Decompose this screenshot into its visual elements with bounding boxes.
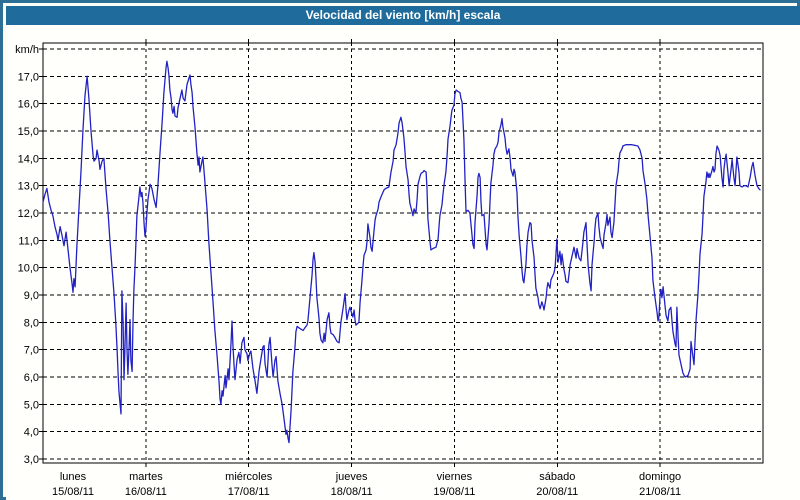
y-tick-label: 14,0 bbox=[18, 153, 39, 165]
y-tick-label: 15,0 bbox=[18, 126, 39, 138]
y-tick-label: 4,0 bbox=[24, 427, 39, 439]
plot-background bbox=[43, 43, 763, 463]
x-day-label: domingo bbox=[639, 471, 681, 483]
x-date-label: 21/08/11 bbox=[639, 486, 681, 498]
plot-frame bbox=[42, 42, 764, 464]
x-day-label: jueves bbox=[335, 471, 368, 483]
x-date-label: 19/08/11 bbox=[433, 486, 475, 498]
y-tick-label: 10,0 bbox=[18, 263, 39, 275]
y-tick-label: 12,0 bbox=[18, 208, 39, 220]
y-tick-label: 11,0 bbox=[18, 235, 39, 247]
chart-title: Velocidad del viento [km/h] escala bbox=[305, 8, 501, 22]
x-day-label: lunes bbox=[60, 471, 87, 483]
x-date-label: 17/08/11 bbox=[228, 486, 270, 498]
y-tick-label: 8,0 bbox=[24, 317, 39, 329]
wind-speed-line bbox=[42, 60, 761, 444]
chart-area: 17,0 16,0 15,0 14,0 13,0 12,0 11,0 10,0 9,0 8,0 7,… bbox=[6, 25, 800, 500]
y-tick-label: 6,0 bbox=[24, 372, 39, 384]
y-tick-label: 9,0 bbox=[24, 290, 39, 302]
y-tick-label: 13,0 bbox=[18, 181, 39, 193]
y-tick-label: 17,0 bbox=[18, 71, 39, 83]
x-day-label: sábado bbox=[539, 471, 575, 483]
y-tick-label: 7,0 bbox=[24, 345, 39, 357]
x-date-label: 18/08/11 bbox=[331, 486, 373, 498]
x-date-label: 16/08/11 bbox=[125, 486, 167, 498]
title-bar: Velocidad del viento [km/h] escala bbox=[6, 6, 800, 25]
x-day-label: miércoles bbox=[225, 471, 273, 483]
wind-speed-chart: 17,0 16,0 15,0 14,0 13,0 12,0 11,0 10,0 9,0 8,0 7,… bbox=[15, 39, 764, 498]
y-tick-label: 5,0 bbox=[24, 399, 39, 411]
x-date-label: 15/08/11 bbox=[52, 486, 94, 498]
x-date-label: 20/08/11 bbox=[536, 486, 578, 498]
y-tick-label: 3,0 bbox=[24, 454, 39, 466]
y-tick-label: 16,0 bbox=[18, 99, 39, 111]
y-axis-unit-label: km/h bbox=[15, 44, 39, 56]
x-day-label: martes bbox=[129, 471, 163, 483]
x-day-label: viernes bbox=[437, 471, 473, 483]
